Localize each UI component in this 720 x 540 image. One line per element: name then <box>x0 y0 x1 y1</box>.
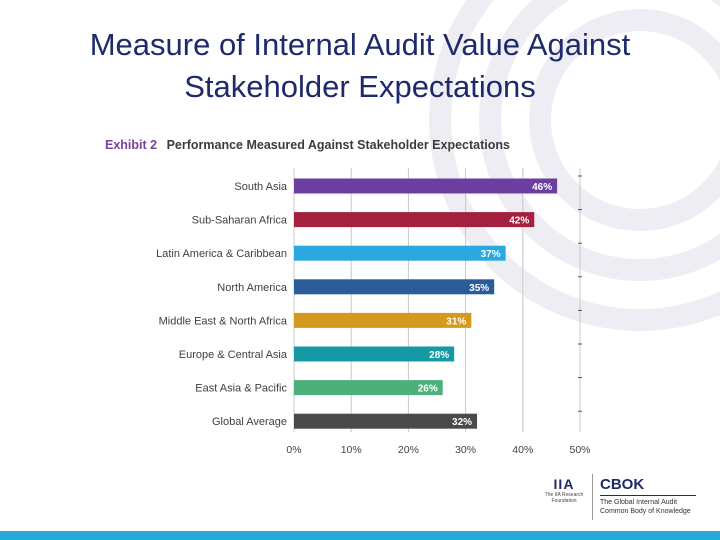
cbok-subtitle: The Global Internal Audit Common Body of… <box>600 498 710 516</box>
iia-logo-mark: IIA <box>553 476 575 492</box>
cbok-subtitle-line-1: The Global Internal Audit <box>600 499 678 506</box>
cbok-rule <box>600 495 696 496</box>
exhibit-title: Performance Measured Against Stakeholder… <box>166 138 510 152</box>
data-label: 35% <box>469 283 489 294</box>
bar <box>294 245 506 261</box>
logo-divider <box>592 474 593 520</box>
data-label: 31% <box>446 316 466 327</box>
bar <box>294 346 455 362</box>
slide-title-line-1: Measure of Internal Audit Value Against <box>89 27 631 62</box>
data-label: 32% <box>452 417 472 428</box>
bottom-accent-bar <box>0 531 720 540</box>
data-label: 28% <box>429 350 449 361</box>
cbok-subtitle-line-2: Common Body of Knowledge <box>600 508 691 515</box>
data-label: 46% <box>532 182 552 193</box>
iia-logo-caption: The IIA Research Foundation <box>544 492 584 504</box>
exhibit-heading: Exhibit 2 Performance Measured Against S… <box>105 138 510 152</box>
x-tick-label: 50% <box>569 444 590 456</box>
x-tick-label: 10% <box>341 444 362 456</box>
slide-title-line-2: Stakeholder Expectations <box>184 69 536 104</box>
category-label: Middle East & North Africa <box>159 315 288 327</box>
slide-title: Measure of Internal Audit Value Against … <box>20 24 700 108</box>
x-tick-label: 20% <box>398 444 419 456</box>
x-tick-label: 30% <box>455 444 476 456</box>
category-label: Global Average <box>212 416 287 428</box>
iia-research-foundation-logo: IIA The IIA Research Foundation <box>540 476 588 518</box>
category-label: Europe & Central Asia <box>179 349 288 361</box>
bar <box>294 380 443 396</box>
category-label: North America <box>217 282 288 294</box>
data-label: 37% <box>481 249 501 260</box>
category-label: Sub-Saharan Africa <box>192 215 288 227</box>
category-label: East Asia & Pacific <box>195 383 287 395</box>
exhibit-number: Exhibit 2 <box>105 138 158 152</box>
bar <box>294 413 478 429</box>
bar <box>294 178 558 194</box>
bar <box>294 212 535 228</box>
bar <box>294 279 495 295</box>
category-label: South Asia <box>234 181 287 193</box>
data-label: 42% <box>509 216 529 227</box>
data-label: 26% <box>418 384 438 395</box>
bar <box>294 312 472 328</box>
x-tick-label: 0% <box>286 444 301 456</box>
cbok-title: CBOK <box>600 476 645 493</box>
x-tick-label: 40% <box>512 444 533 456</box>
category-label: Latin America & Caribbean <box>156 248 287 260</box>
footer-logos: IIA The IIA Research Foundation CBOK The… <box>536 472 706 522</box>
